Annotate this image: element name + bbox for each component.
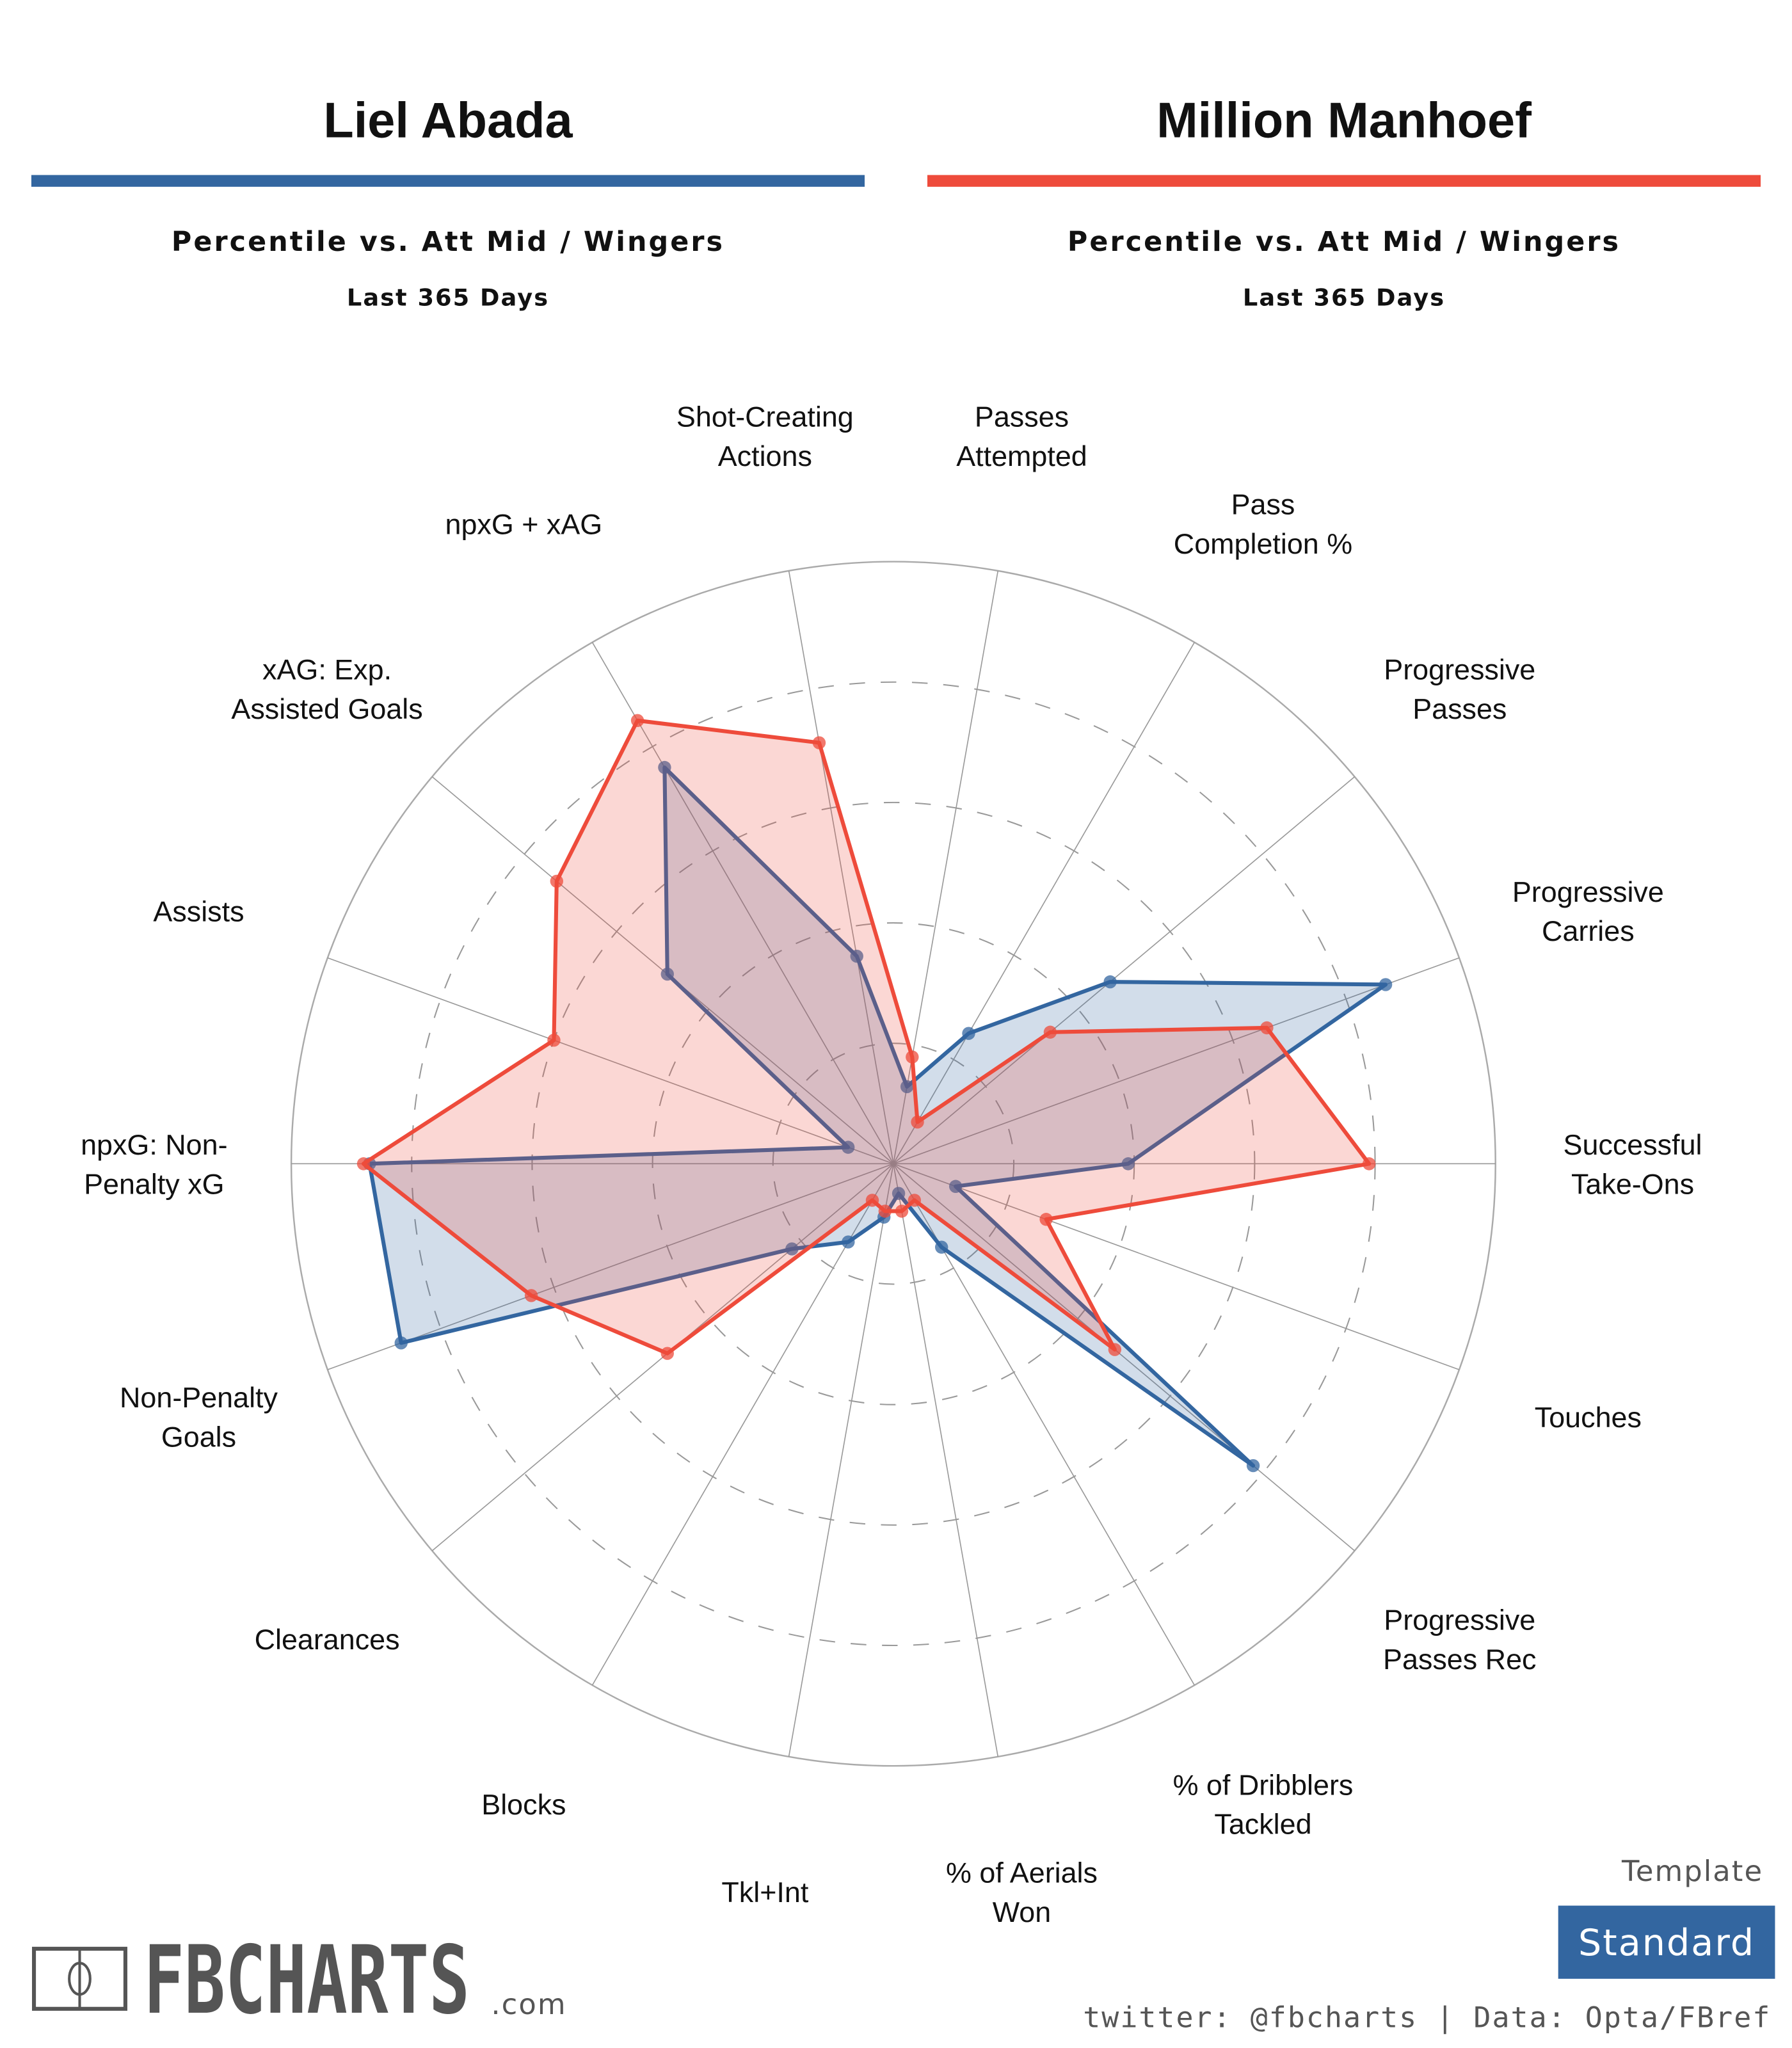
player-2-name: Million Manhoef <box>1156 93 1532 148</box>
axis-label: Touches <box>1535 1401 1642 1434</box>
logo-text: FBCHARTS <box>143 1926 469 2035</box>
data-point <box>1379 978 1393 991</box>
spoke <box>893 642 1196 1164</box>
spoke <box>327 957 894 1165</box>
axis-label: Clearances <box>255 1623 400 1656</box>
data-point <box>934 1240 948 1254</box>
template-value: Standard <box>1578 1922 1755 1964</box>
data-point <box>895 1204 909 1218</box>
spoke <box>893 570 999 1164</box>
data-point <box>547 1034 561 1047</box>
template-label: Template <box>1621 1854 1763 1888</box>
axis-label: Passes Attempted <box>956 401 1087 472</box>
axis-label: Progressive Passes Rec <box>1383 1604 1536 1676</box>
player-2-period: Last 365 Days <box>1243 284 1445 312</box>
data-point <box>1108 1343 1122 1356</box>
player-1-name: Liel Abada <box>323 93 573 148</box>
spoke <box>893 776 1356 1164</box>
data-point <box>356 1157 371 1171</box>
spoke <box>327 1163 894 1370</box>
axis-label: Blocks <box>481 1788 566 1821</box>
data-point <box>550 874 564 888</box>
data-point <box>658 760 671 774</box>
axis-label: Non-Penalty Goals <box>120 1381 278 1453</box>
data-point <box>1043 1025 1057 1039</box>
axis-label: xAG: Exp. Assisted Goals <box>231 653 422 725</box>
data-point <box>660 967 674 981</box>
data-point <box>660 1347 674 1360</box>
player-2-subtitle: Percentile vs. Att Mid / Wingers <box>1068 226 1620 258</box>
spoke <box>591 642 894 1164</box>
axis-label: Pass Completion % <box>1174 488 1352 560</box>
series-area-2 <box>361 718 1372 1356</box>
player-1-period: Last 365 Days <box>347 284 549 312</box>
axis-label: % of Aerials Won <box>946 1857 1098 1928</box>
logo-suffix: .com <box>491 1987 566 2021</box>
spoke <box>893 1163 1460 1370</box>
axis-label: npxG: Non-Penalty xG <box>81 1128 227 1200</box>
data-point <box>865 1194 879 1207</box>
data-point <box>1103 975 1117 989</box>
spoke <box>788 570 894 1164</box>
data-point <box>630 714 644 728</box>
data-point <box>948 1180 963 1193</box>
axis-label: npxG + xAG <box>445 508 603 540</box>
data-point <box>1362 1157 1376 1171</box>
spoke <box>591 1163 894 1686</box>
axis-label: Successful Take-Ons <box>1564 1128 1702 1200</box>
data-point <box>908 1194 922 1207</box>
axis-label: Shot-Creating Actions <box>676 401 854 472</box>
spoke <box>893 957 1460 1165</box>
data-point <box>850 949 863 963</box>
data-point <box>1039 1213 1053 1226</box>
spoke <box>893 1163 1356 1551</box>
data-point <box>842 1235 855 1249</box>
axis-label: Progressive Passes <box>1384 653 1535 725</box>
data-point <box>911 1115 924 1129</box>
data-point <box>962 1027 975 1040</box>
player-1-subtitle: Percentile vs. Att Mid / Wingers <box>172 226 724 258</box>
axis-label: % of Dribblers Tackled <box>1173 1768 1354 1840</box>
data-point <box>1246 1459 1260 1473</box>
data-point <box>1121 1157 1135 1171</box>
player-1-color-bar <box>31 175 865 187</box>
spoke <box>893 1164 999 1757</box>
data-point <box>812 736 826 749</box>
data-point <box>1260 1021 1274 1035</box>
data-point <box>900 1080 914 1094</box>
data-point <box>785 1242 799 1256</box>
data-point <box>892 1187 906 1200</box>
axis-label: Assists <box>153 895 244 928</box>
data-point <box>524 1289 538 1302</box>
axis-label: Tkl+Int <box>721 1876 808 1908</box>
data-point <box>394 1336 408 1350</box>
data-point <box>841 1140 855 1154</box>
fbcharts-logo: FBCHARTS .com <box>32 1926 566 2035</box>
spoke <box>788 1164 894 1757</box>
credit-text: twitter: @fbcharts | Data: Opta/FBref <box>1083 2000 1771 2034</box>
data-point <box>878 1204 892 1218</box>
radar-plot: Passes Attempted Pass Completion % Progressi… <box>81 401 1702 1928</box>
data-point <box>906 1050 919 1064</box>
axis-label: Progressive Carries <box>1512 876 1664 947</box>
player-2-color-bar <box>927 175 1761 187</box>
template-badge: Standard <box>1558 1905 1775 1979</box>
